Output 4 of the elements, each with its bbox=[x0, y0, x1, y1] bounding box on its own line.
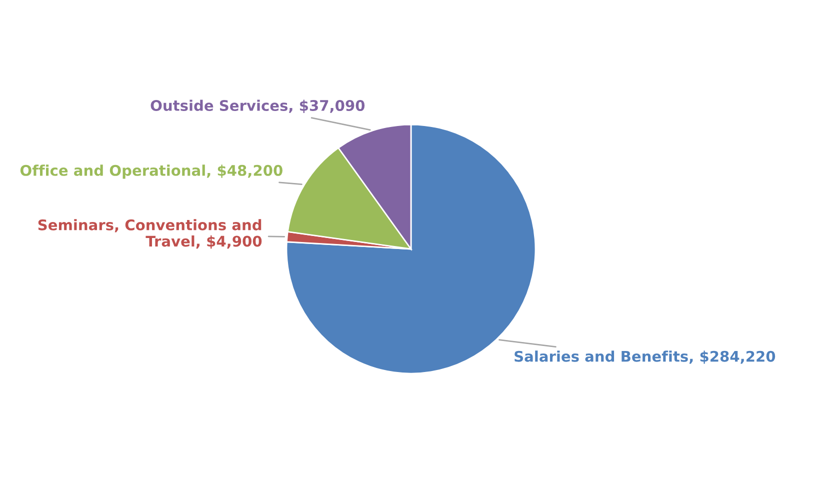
slice-label: Outside Services, $37,090 bbox=[150, 100, 365, 113]
slice-label: Salaries and Benefits, $284,220 bbox=[514, 350, 776, 364]
slice-label: Office and Operational, $48,200 bbox=[20, 164, 282, 179]
slice-label: Seminars, Conventions and Travel, $4,900 bbox=[38, 219, 262, 249]
